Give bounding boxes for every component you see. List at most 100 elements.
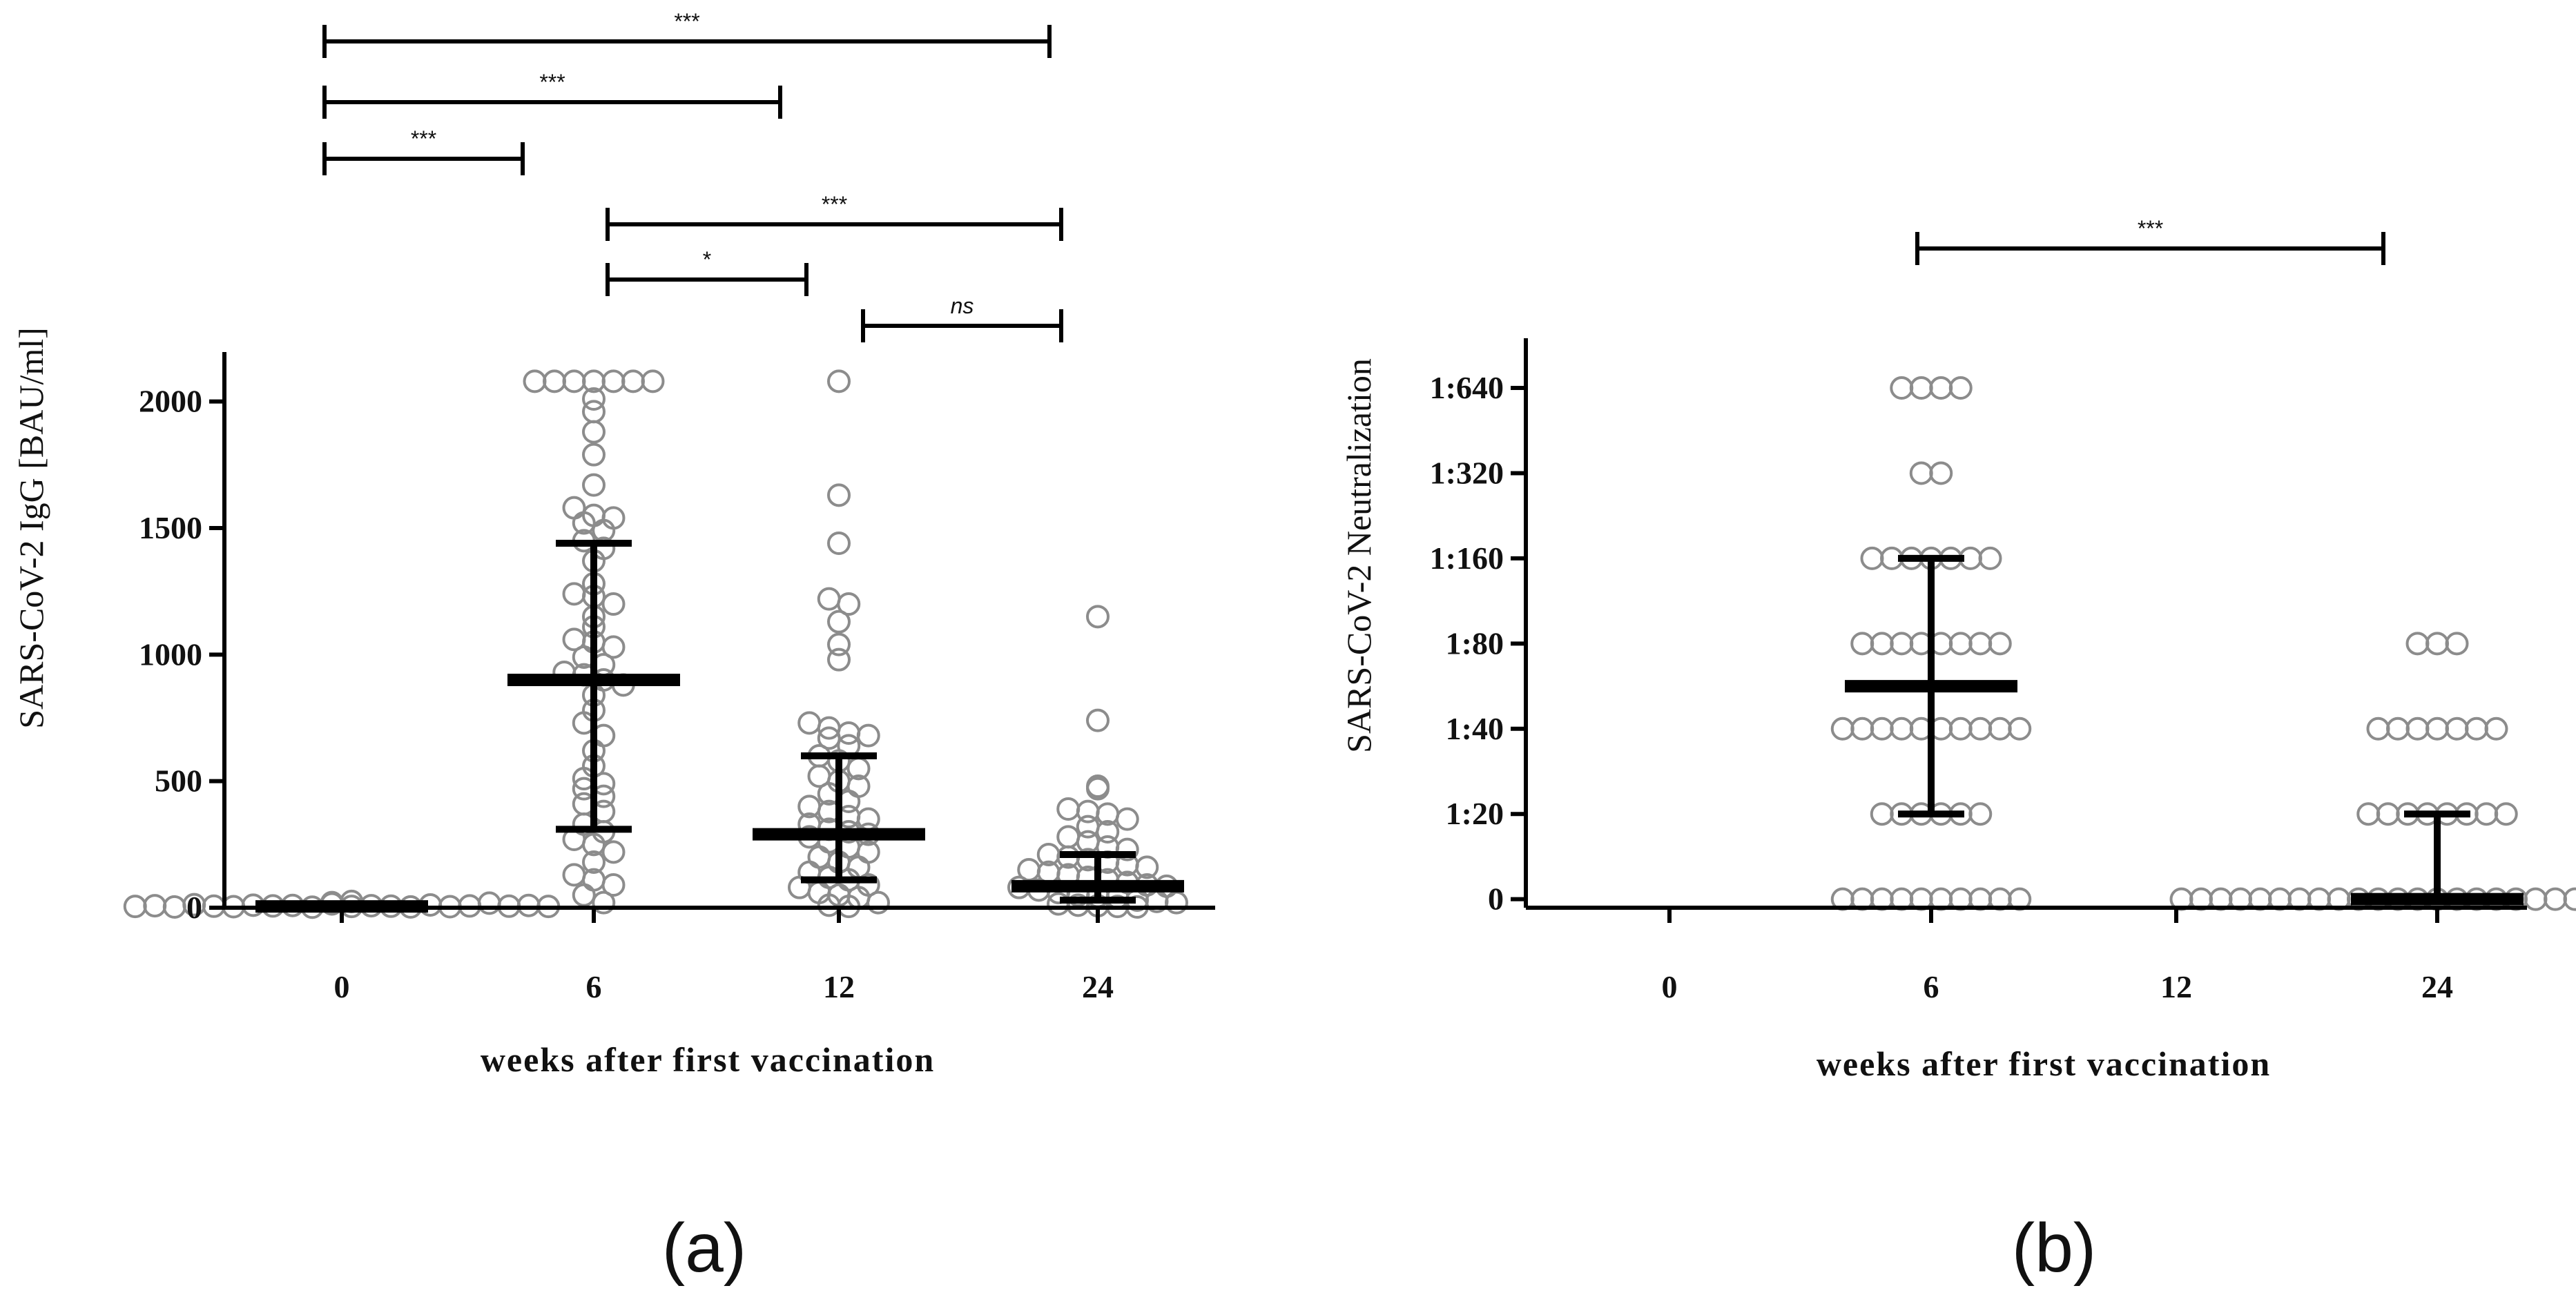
a-sig-label: *** — [411, 126, 436, 151]
b-data-point — [2465, 717, 2488, 741]
a-data-point — [817, 587, 841, 611]
a-sig-bracket: ns — [861, 293, 1063, 342]
a-data-point — [162, 895, 186, 919]
a-data-point — [582, 387, 606, 411]
a-data-point — [523, 369, 547, 393]
b-data-point — [1968, 717, 1993, 741]
a-xlabel: weeks after first vaccination — [481, 1040, 935, 1079]
b-data-point — [1850, 632, 1875, 656]
a-data-point — [827, 610, 851, 634]
b-data-point — [1968, 802, 1993, 826]
a-data-point — [827, 369, 851, 393]
a-data-point — [1115, 807, 1139, 831]
a-data-point — [572, 883, 596, 907]
a-ytick-label: 1000 — [139, 636, 202, 672]
a-data-point — [477, 891, 501, 915]
a-data-point — [562, 496, 586, 520]
b-data-point — [1988, 717, 2012, 741]
a-data-point — [866, 890, 890, 915]
b-data-point — [1860, 546, 1884, 570]
a-ytick-label: 0 — [186, 890, 202, 925]
a-data-point — [827, 647, 851, 672]
a-data-point — [827, 532, 851, 555]
b-ytick-label: 1:80 — [1446, 625, 1504, 661]
b-data-point — [2475, 802, 2499, 826]
b-data-point — [2008, 717, 2032, 741]
a-data-point — [1096, 820, 1120, 844]
a-data-point — [1056, 797, 1081, 821]
b-data-point — [2484, 717, 2508, 741]
a-data-point — [601, 369, 626, 393]
a-sig-label: ns — [951, 293, 974, 318]
b-xtick-label: 12 — [2160, 969, 2192, 1004]
b-data-point — [2445, 632, 2469, 656]
b-data-point — [2445, 717, 2469, 741]
a-data-point — [123, 895, 147, 919]
a-sig-bracket: *** — [606, 192, 1063, 241]
b-data-point — [2405, 632, 2430, 656]
b-data-point — [1870, 632, 1894, 656]
a-data-point — [562, 863, 586, 887]
b-data-point — [1890, 376, 1914, 400]
a-data-point — [562, 582, 586, 606]
a-data-point — [601, 592, 626, 616]
b-xtick-label: 0 — [1662, 969, 1678, 1004]
a-ytick-label: 1500 — [139, 510, 202, 545]
b-data-point — [2563, 887, 2576, 911]
a-data-point — [1086, 708, 1110, 732]
a-sig-label: *** — [539, 70, 565, 95]
a-sig-label: * — [703, 247, 711, 272]
b-ytick-label: 1:20 — [1446, 796, 1504, 831]
b-data-point — [1890, 632, 1914, 656]
a-sig-label: *** — [674, 9, 699, 34]
a-data-point — [601, 873, 626, 897]
b-xtick-label: 24 — [2421, 969, 2453, 1004]
a-ytick-label: 500 — [155, 763, 202, 799]
b-panel-label: (b) — [2012, 1209, 2096, 1287]
a-sig-bracket: *** — [322, 126, 525, 175]
a-data-point — [1165, 890, 1188, 915]
b-sig-bracket: *** — [1915, 216, 2385, 265]
a-ytick-label: 2000 — [139, 384, 202, 419]
b-data-point — [1870, 717, 1894, 741]
a-data-point — [516, 893, 541, 917]
b-ytick-label: 1:160 — [1430, 540, 1504, 576]
b-xlabel: weeks after first vaccination — [1817, 1044, 2271, 1083]
a-data-point — [572, 511, 596, 535]
a-data-point — [1086, 777, 1110, 801]
b-data-point — [2425, 717, 2449, 741]
b-data-point — [1948, 632, 1973, 656]
a-data-point — [543, 369, 566, 393]
a-data-point — [1086, 605, 1110, 629]
b-data-point — [1909, 461, 1933, 485]
b-ytick-label: 1:640 — [1430, 370, 1504, 405]
a-data-point — [797, 711, 822, 735]
b-data-point — [2494, 802, 2518, 826]
a-data-point — [582, 832, 606, 857]
a-data-point — [143, 894, 167, 918]
a-data-point — [837, 592, 861, 616]
b-ytick-label: 1:40 — [1446, 711, 1504, 746]
a-data-point — [582, 473, 606, 497]
a-data-point — [562, 369, 586, 393]
a-sig-bracket: *** — [322, 9, 1052, 58]
b-data-point — [1948, 376, 1973, 400]
b-sig-label: *** — [2138, 216, 2163, 241]
a-data-point — [817, 726, 841, 750]
a-xtick-label: 12 — [823, 969, 855, 1004]
a-xtick-label: 24 — [1082, 969, 1114, 1004]
a-ylabel: SARS-CoV-2 IgG [BAU/ml] — [12, 327, 50, 729]
b-ytick-label: 0 — [1488, 881, 1504, 917]
b-data-point — [1988, 632, 2012, 656]
b-data-point — [2386, 717, 2410, 741]
b-data-point — [1830, 717, 1854, 741]
a-data-point — [827, 632, 851, 656]
b-data-point — [1968, 632, 1993, 656]
b-data-point — [2405, 717, 2430, 741]
a-xtick-label: 6 — [586, 969, 602, 1004]
b-data-point — [1929, 461, 1953, 485]
a-data-point — [601, 840, 626, 864]
a-data-point — [1115, 837, 1139, 861]
